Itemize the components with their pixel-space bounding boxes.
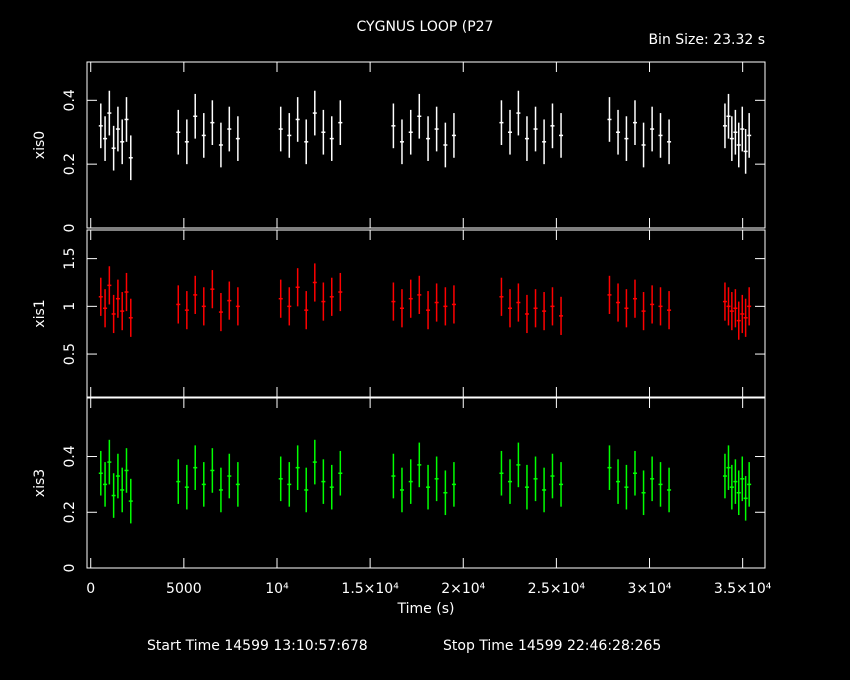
x-tick-label: 2.5×10⁴ xyxy=(528,581,586,597)
x-tick-label: 2×10⁴ xyxy=(441,581,485,597)
y-tick-label: 0 xyxy=(62,224,78,233)
chart-title: CYGNUS LOOP (P27 xyxy=(357,19,494,35)
y-tick-label: 0.4 xyxy=(62,445,78,467)
bin-size: Bin Size: 23.32 s xyxy=(648,32,765,48)
x-tick-label: 0 xyxy=(86,581,95,597)
y-tick-label: 0 xyxy=(62,564,78,573)
y-axis-label: xis1 xyxy=(32,299,48,327)
y-tick-label: 0.5 xyxy=(62,343,78,365)
x-tick-label: 5000 xyxy=(166,581,202,597)
panel-frame xyxy=(86,61,766,229)
y-tick-label: 1.5 xyxy=(62,247,78,269)
x-tick-label: 3.5×10⁴ xyxy=(714,581,772,597)
panel-frame xyxy=(86,229,766,398)
y-tick-label: 0.2 xyxy=(62,501,78,523)
x-tick-label: 3×10⁴ xyxy=(627,581,671,597)
x-tick-label: 1.5×10⁴ xyxy=(341,581,399,597)
y-tick-label: 0.4 xyxy=(62,89,78,111)
y-tick-label: 0.2 xyxy=(62,153,78,175)
stop-time: Stop Time 14599 22:46:28:265 xyxy=(443,638,661,654)
y-axis-label: xis0 xyxy=(32,131,48,159)
x-tick-label: 10⁴ xyxy=(265,581,289,597)
start-time: Start Time 14599 13:10:57:678 xyxy=(147,638,368,654)
panel-frame xyxy=(86,397,766,569)
y-axis-label: xis3 xyxy=(32,469,48,497)
x-axis-label: Time (s) xyxy=(397,601,455,617)
y-tick-label: 1 xyxy=(62,302,78,311)
